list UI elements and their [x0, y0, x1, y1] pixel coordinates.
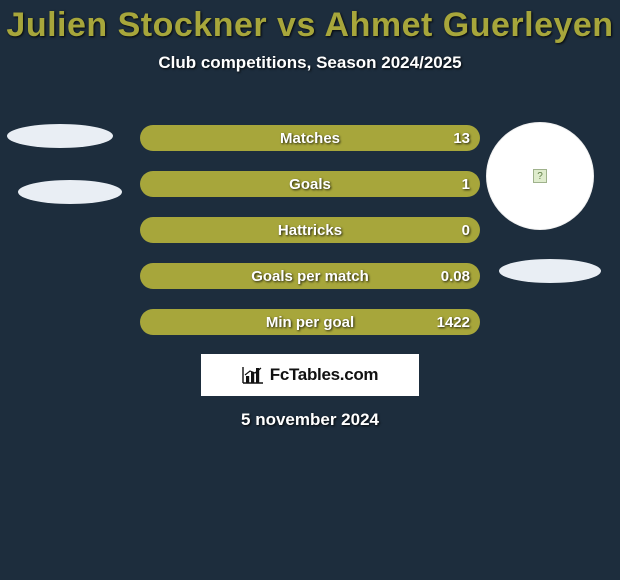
stat-label: Goals per match: [140, 263, 480, 289]
bars-chart-icon: [242, 366, 264, 384]
stat-row: Goals1: [140, 171, 480, 197]
stat-row: Hattricks0: [140, 217, 480, 243]
logo-text: FcTables.com: [270, 365, 379, 385]
stat-value: 0: [462, 217, 470, 243]
player1-shape-2: [18, 180, 122, 204]
stat-value: 13: [453, 125, 470, 151]
stat-label: Min per goal: [140, 309, 480, 335]
player1-shape-1: [7, 124, 113, 148]
stat-label: Hattricks: [140, 217, 480, 243]
stat-value: 1422: [437, 309, 470, 335]
stat-label: Goals: [140, 171, 480, 197]
missing-image-icon: [533, 169, 547, 183]
player2-shape-1: [499, 259, 601, 283]
stat-label: Matches: [140, 125, 480, 151]
fctables-logo: FcTables.com: [201, 354, 419, 396]
stat-value: 1: [462, 171, 470, 197]
stat-row: Matches13: [140, 125, 480, 151]
player2-photo-placeholder: [486, 122, 594, 230]
stat-row: Goals per match0.08: [140, 263, 480, 289]
stats-bars: Matches13 Goals1 Hattricks0 Goals per match…: [140, 125, 480, 355]
stat-row: Min per goal1422: [140, 309, 480, 335]
date-text: 5 november 2024: [0, 410, 620, 430]
subtitle: Club competitions, Season 2024/2025: [0, 53, 620, 73]
stat-value: 0.08: [441, 263, 470, 289]
page-title: Julien Stockner vs Ahmet Guerleyen: [0, 0, 620, 45]
